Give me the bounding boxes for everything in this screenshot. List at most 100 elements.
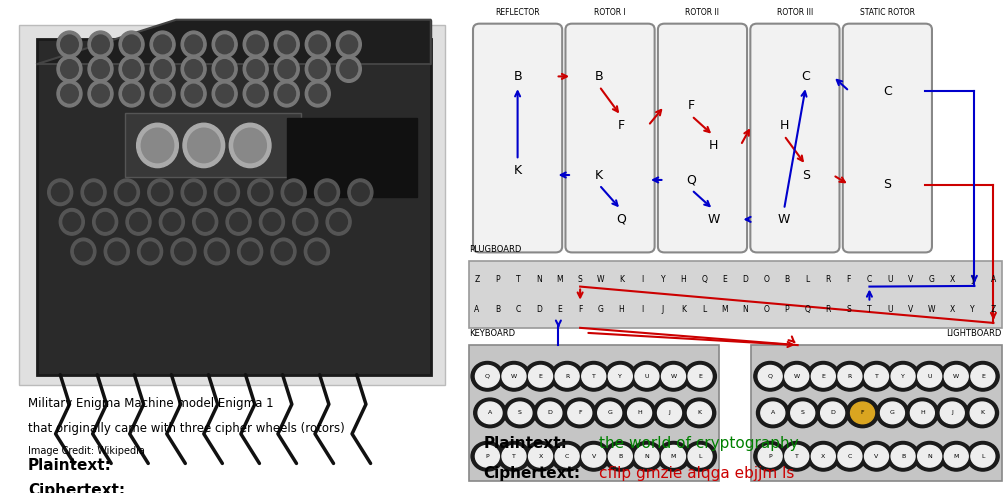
Circle shape xyxy=(817,398,849,428)
Circle shape xyxy=(891,446,915,467)
Text: STATIC ROTOR: STATIC ROTOR xyxy=(860,8,915,17)
Circle shape xyxy=(308,242,325,261)
Circle shape xyxy=(906,398,939,428)
Circle shape xyxy=(275,242,292,261)
Text: T: T xyxy=(795,454,799,459)
Circle shape xyxy=(688,446,712,467)
Text: T: T xyxy=(592,374,596,379)
Text: cfilp gmzie alqga ebjjm ls: cfilp gmzie alqga ebjjm ls xyxy=(599,466,795,481)
Text: K: K xyxy=(514,164,522,176)
Circle shape xyxy=(181,179,206,206)
Circle shape xyxy=(141,128,174,163)
Circle shape xyxy=(330,212,347,231)
Circle shape xyxy=(185,84,202,103)
Circle shape xyxy=(838,365,862,387)
Text: B: B xyxy=(514,70,522,83)
Circle shape xyxy=(305,80,330,107)
Text: T: T xyxy=(512,454,516,459)
Circle shape xyxy=(204,238,230,265)
Circle shape xyxy=(196,212,214,231)
Circle shape xyxy=(226,209,251,235)
Circle shape xyxy=(118,183,136,202)
Circle shape xyxy=(577,361,610,391)
Circle shape xyxy=(497,361,531,391)
Circle shape xyxy=(880,402,904,424)
Text: K: K xyxy=(697,410,702,416)
Text: O: O xyxy=(763,305,769,315)
Circle shape xyxy=(247,84,265,103)
Text: W: W xyxy=(511,374,517,379)
Circle shape xyxy=(684,361,716,391)
Circle shape xyxy=(171,238,196,265)
Text: T: T xyxy=(867,305,872,315)
Circle shape xyxy=(887,442,919,471)
Circle shape xyxy=(108,242,126,261)
Text: R: R xyxy=(848,374,852,379)
Circle shape xyxy=(478,402,502,424)
Text: the world of cryptography: the world of cryptography xyxy=(599,436,799,451)
Circle shape xyxy=(63,212,81,231)
FancyBboxPatch shape xyxy=(473,24,562,252)
Circle shape xyxy=(658,361,690,391)
Circle shape xyxy=(305,56,330,82)
Circle shape xyxy=(214,179,240,206)
Circle shape xyxy=(662,365,686,387)
Text: I: I xyxy=(641,305,643,315)
Circle shape xyxy=(475,446,499,467)
Text: E: E xyxy=(698,374,702,379)
Circle shape xyxy=(851,402,874,424)
Text: J: J xyxy=(669,410,671,416)
Circle shape xyxy=(150,56,175,82)
Circle shape xyxy=(564,398,596,428)
Circle shape xyxy=(945,365,968,387)
Circle shape xyxy=(57,80,82,107)
Circle shape xyxy=(119,31,144,58)
Circle shape xyxy=(936,398,969,428)
Circle shape xyxy=(598,402,621,424)
Circle shape xyxy=(555,365,579,387)
Circle shape xyxy=(263,212,281,231)
Text: S: S xyxy=(847,305,851,315)
Text: J: J xyxy=(952,410,954,416)
Circle shape xyxy=(529,365,553,387)
Circle shape xyxy=(123,60,140,78)
Text: R: R xyxy=(826,305,831,315)
Circle shape xyxy=(971,365,995,387)
Circle shape xyxy=(151,183,169,202)
Circle shape xyxy=(105,238,129,265)
Circle shape xyxy=(123,84,140,103)
Circle shape xyxy=(683,398,716,428)
Circle shape xyxy=(967,361,999,391)
FancyBboxPatch shape xyxy=(750,24,840,252)
Circle shape xyxy=(608,446,632,467)
FancyBboxPatch shape xyxy=(843,24,931,252)
Circle shape xyxy=(212,80,238,107)
Text: W: W xyxy=(671,374,677,379)
FancyBboxPatch shape xyxy=(658,24,747,252)
Circle shape xyxy=(966,398,999,428)
Text: E: E xyxy=(722,275,727,284)
Circle shape xyxy=(181,31,206,58)
Circle shape xyxy=(529,446,553,467)
Circle shape xyxy=(754,442,786,471)
Text: W: W xyxy=(794,374,800,379)
Circle shape xyxy=(215,84,234,103)
Circle shape xyxy=(244,80,268,107)
Circle shape xyxy=(230,123,271,168)
Circle shape xyxy=(88,80,113,107)
Text: Q: Q xyxy=(616,213,626,226)
Circle shape xyxy=(504,398,537,428)
Text: X: X xyxy=(950,305,955,315)
Circle shape xyxy=(247,35,265,54)
Circle shape xyxy=(59,209,85,235)
Circle shape xyxy=(784,365,809,387)
Text: S: S xyxy=(518,410,522,416)
Circle shape xyxy=(604,361,636,391)
Text: PLUGBOARD: PLUGBOARD xyxy=(468,245,521,254)
Text: Y: Y xyxy=(971,305,975,315)
Circle shape xyxy=(340,35,357,54)
Circle shape xyxy=(604,442,636,471)
Circle shape xyxy=(917,446,942,467)
Text: K: K xyxy=(595,169,603,181)
Text: Ciphertext:: Ciphertext: xyxy=(28,483,125,493)
